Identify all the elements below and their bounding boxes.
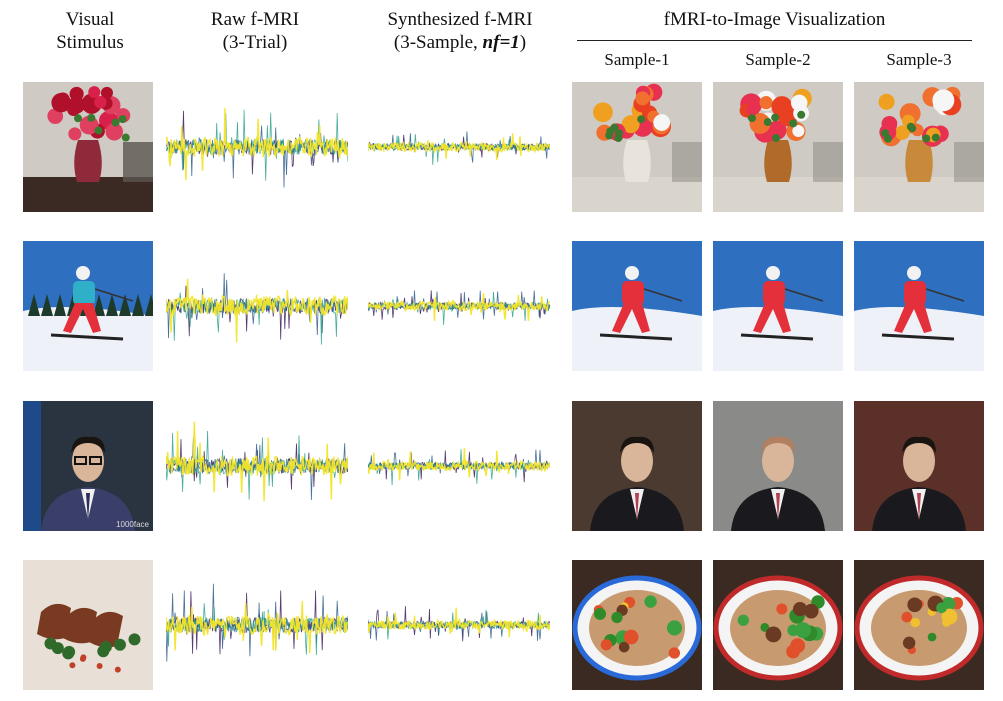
reconstruction-man-portrait-sample-1	[572, 401, 702, 531]
reconstruction-plated-food-sample-2	[713, 560, 843, 690]
synthesized-fmri-signal-skier	[368, 261, 550, 351]
reconstruction-skier-sample-1	[572, 241, 702, 371]
stimulus-image-flowers-in-vase	[23, 82, 153, 212]
synthesized-fmri-signal-flowers-in-vase	[368, 102, 550, 192]
raw-fmri-signal-plated-food	[166, 550, 348, 700]
reconstruction-man-portrait-sample-2	[713, 401, 843, 531]
header-sample-3: Sample-3	[886, 50, 952, 69]
stimulus-image-man-portrait: 1000face	[23, 401, 153, 531]
header-synthesized-fmri: Synthesized f-MRI (3-Sample, nf=1)	[387, 9, 533, 53]
header-raw-fmri: Raw f-MRI (3-Trial)	[210, 9, 300, 53]
reconstruction-flowers-in-vase-sample-1	[572, 82, 702, 212]
reconstruction-flowers-in-vase-sample-3	[854, 82, 984, 212]
watermark-text: 1000face	[116, 520, 149, 529]
header-sample-2: Sample-2	[745, 50, 811, 69]
reconstruction-flowers-in-vase-sample-2	[713, 82, 843, 212]
synthesized-fmri-signal-man-portrait	[368, 421, 550, 511]
stimulus-image-plated-food	[23, 560, 153, 690]
header-visualization: fMRI-to-Image Visualization	[663, 9, 886, 30]
header-sample-1: Sample-1	[604, 50, 670, 69]
reconstruction-man-portrait-sample-3	[854, 401, 984, 531]
reconstruction-skier-sample-2	[713, 241, 843, 371]
stimulus-image-skier	[23, 241, 153, 371]
raw-fmri-signal-flowers-in-vase	[166, 72, 348, 222]
header-visual-stimulus: Visual Stimulus	[56, 9, 124, 53]
raw-fmri-signal-skier	[166, 231, 348, 381]
raw-fmri-signal-man-portrait	[166, 391, 348, 541]
reconstruction-plated-food-sample-3	[854, 560, 984, 690]
reconstruction-skier-sample-3	[854, 241, 984, 371]
synthesized-fmri-signal-plated-food	[368, 580, 550, 670]
header-rule	[577, 40, 972, 41]
reconstruction-plated-food-sample-1	[572, 560, 702, 690]
